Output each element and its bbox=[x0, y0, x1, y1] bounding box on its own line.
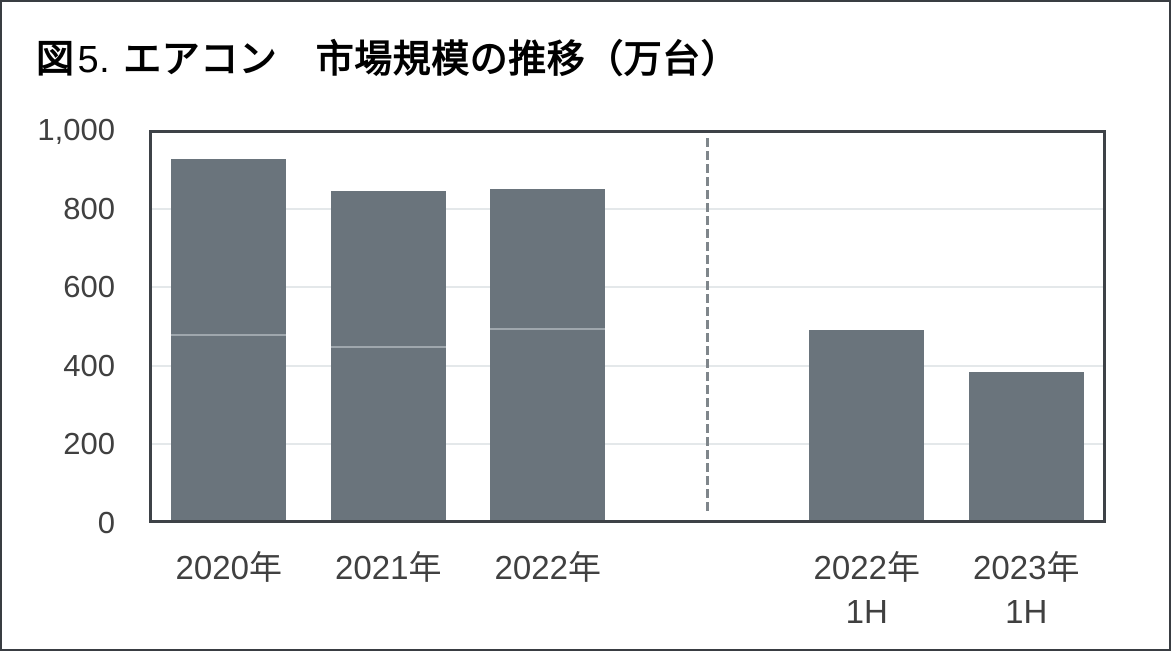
gridline bbox=[149, 364, 1106, 367]
x-tick-label-half: 1H bbox=[845, 593, 888, 630]
bar bbox=[809, 330, 925, 523]
plot-area bbox=[149, 130, 1106, 523]
x-tick-label: 2020年 bbox=[176, 546, 282, 590]
bar bbox=[330, 190, 446, 523]
x-tick-label-year: 2021年 bbox=[335, 549, 442, 586]
x-tick-label: 2023年 1H bbox=[973, 546, 1079, 634]
bar-segment-divider bbox=[330, 346, 446, 349]
period-separator-line bbox=[705, 138, 709, 511]
bar-segment-divider bbox=[490, 328, 606, 331]
gridline bbox=[149, 443, 1106, 446]
chart-title: 図5. エアコン 市場規模の推移（万台） bbox=[36, 28, 739, 83]
title-text: エアコン 市場規模の推移（万台） bbox=[123, 39, 740, 81]
x-tick-label-year: 2023年 bbox=[973, 549, 1080, 586]
title-figure-label: 図 bbox=[36, 39, 75, 81]
x-tick-label-year: 2022年 bbox=[813, 549, 920, 586]
x-tick-label: 2022年 bbox=[495, 546, 601, 590]
bar bbox=[490, 188, 606, 523]
gridline bbox=[149, 207, 1106, 210]
x-tick-label: 2021年 bbox=[335, 546, 441, 590]
y-tick-label: 1,000 bbox=[37, 112, 115, 147]
y-tick-label: 0 bbox=[97, 505, 115, 540]
x-tick-label-year: 2020年 bbox=[175, 549, 282, 586]
bar bbox=[968, 371, 1084, 523]
y-tick-label: 400 bbox=[63, 347, 115, 383]
bar bbox=[171, 159, 287, 523]
y-tick-label: 200 bbox=[63, 426, 115, 462]
gridline bbox=[149, 286, 1106, 289]
x-tick-label-year: 2022年 bbox=[494, 549, 601, 586]
y-tick-label: 800 bbox=[63, 190, 115, 226]
plot-area-border bbox=[149, 130, 1106, 523]
title-figure-number: 5. bbox=[77, 39, 111, 81]
x-tick-label: 2022年 1H bbox=[814, 546, 920, 634]
x-tick-label-half: 1H bbox=[1005, 593, 1048, 630]
bar-segment-divider bbox=[171, 334, 287, 337]
y-tick-label: 600 bbox=[63, 269, 115, 305]
